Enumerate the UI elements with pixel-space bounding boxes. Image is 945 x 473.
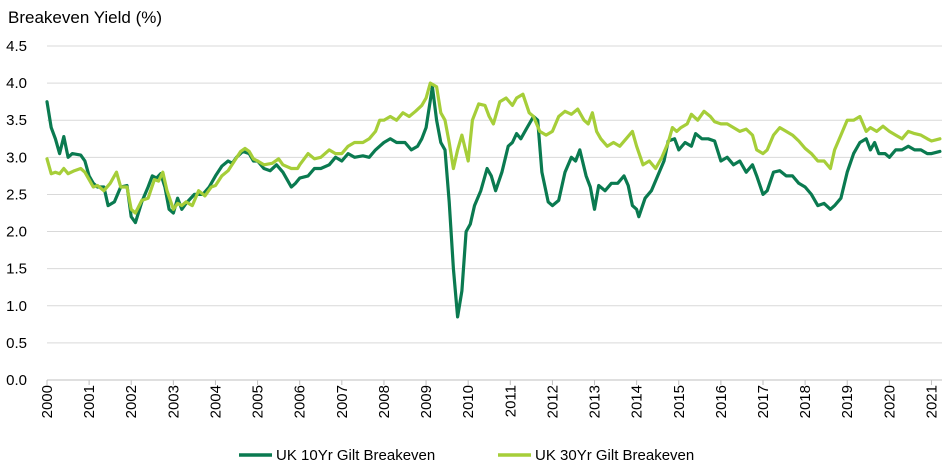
- legend-label-2: UK 30Yr Gilt Breakeven: [535, 447, 694, 464]
- x-tick-label: 2012: [544, 385, 561, 418]
- x-tick-label: 2008: [376, 385, 393, 418]
- y-tick-label: 4.5: [6, 38, 27, 55]
- y-tick-label: 4.0: [6, 75, 27, 92]
- x-tick-label: 2015: [671, 385, 688, 418]
- x-tick-label: 2009: [418, 385, 435, 418]
- gridlines: [47, 45, 942, 381]
- x-tick-label: 2014: [629, 385, 646, 418]
- y-tick-label: 0.5: [6, 335, 27, 352]
- series-lines: [45, 81, 942, 319]
- legend-label-1: UK 10Yr Gilt Breakeven: [276, 447, 435, 464]
- x-tick-label: 2017: [755, 385, 772, 418]
- x-tick-label: 2019: [839, 385, 856, 418]
- y-tick-label: 3.5: [6, 112, 27, 129]
- x-tick-label: 2021: [923, 385, 940, 418]
- x-axis-ticks: 2000 2001 2002 2003 2004 2005 2006 2007 2008 2009…: [39, 380, 940, 418]
- legend: UK 10Yr Gilt Breakeven UK 30Yr Gilt Break…: [239, 447, 694, 464]
- x-tick-label: 2006: [292, 385, 309, 418]
- series-line-2: [45, 81, 942, 215]
- x-tick-label: 2000: [39, 385, 56, 418]
- x-tick-label: 2018: [797, 385, 814, 418]
- x-tick-label: 2013: [587, 385, 604, 418]
- y-tick-label: 1.0: [6, 298, 27, 315]
- x-tick-label: 2016: [713, 385, 730, 418]
- x-tick-label: 2005: [250, 385, 267, 418]
- x-tick-label: 2003: [165, 385, 182, 418]
- x-tick-label: 2002: [123, 385, 140, 418]
- y-tick-label: 2.0: [6, 224, 27, 241]
- y-tick-label: 1.5: [6, 261, 27, 278]
- series-line-1: [45, 85, 942, 319]
- y-axis-ticks: 0.0 0.5 1.0 1.5 2.0 2.5 3.0 3.5 4.0 4.5: [6, 38, 27, 389]
- x-tick-label: 2004: [207, 385, 224, 418]
- x-tick-label: 2020: [881, 385, 898, 418]
- y-tick-label: 3.0: [6, 149, 27, 166]
- x-tick-label: 2007: [334, 385, 351, 418]
- y-tick-label: 0.0: [6, 372, 27, 389]
- chart-title: Breakeven Yield (%): [8, 8, 162, 27]
- x-tick-label: 2010: [460, 385, 477, 418]
- x-tick-label: 2011: [502, 385, 519, 417]
- x-tick-label: 2001: [81, 385, 98, 418]
- y-tick-label: 2.5: [6, 186, 27, 203]
